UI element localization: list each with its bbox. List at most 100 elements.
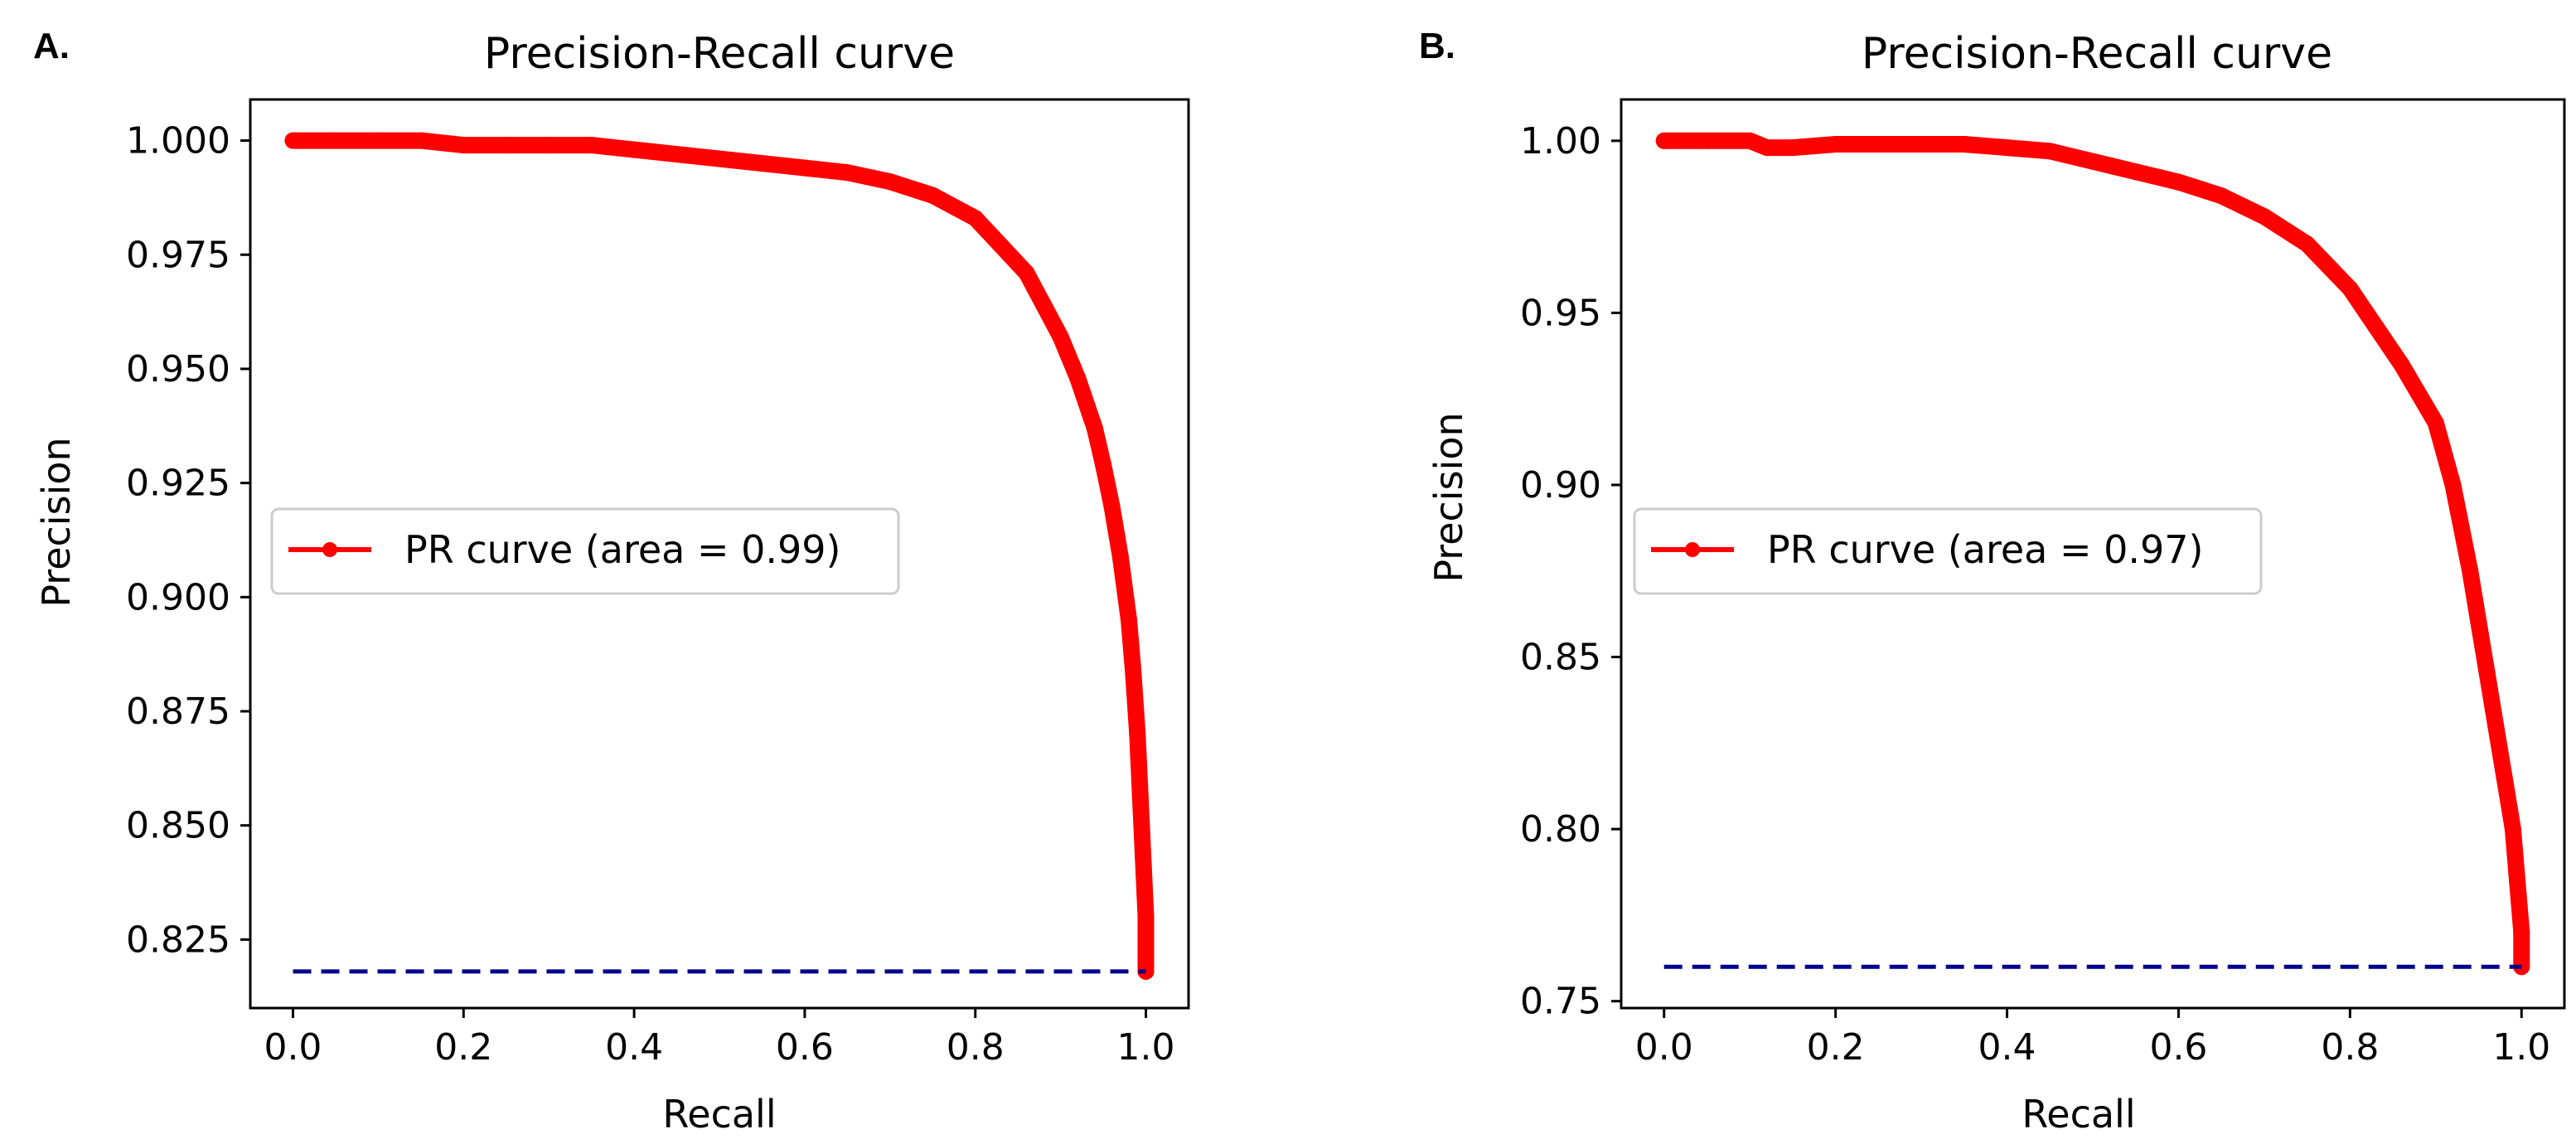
panel-b-marks — [1655, 132, 2530, 976]
panel-a-x-tick-label: 1.0 — [1117, 1026, 1175, 1069]
panel-b-pr-curve-point — [1913, 135, 1930, 153]
panel-a-legend: PR curve (area = 0.99) — [270, 507, 900, 595]
panel-b-pr-curve-point — [1758, 139, 1775, 157]
panel-b-pr-curve-point — [2487, 717, 2505, 734]
panel-b-pr-curve-point — [2462, 562, 2479, 579]
panel-b-x-tick-label: 0.2 — [1807, 1026, 1865, 1069]
panel-a-y-tick-label: 0.850 — [126, 805, 230, 847]
panel-b-pr-curve-point — [2496, 768, 2513, 786]
panel-a-x-tick-label: 0.8 — [947, 1026, 1005, 1069]
panel-a-pr-curve-point — [412, 132, 429, 149]
panel-a-pr-curve-point — [1111, 547, 1129, 565]
panel-b-plot-area: 0.0 0.2 0.4 0.6 0.8 1.0 0.75 0.80 0.85 0.90 0.95 1.… — [1520, 98, 2566, 1069]
panel-b-pr-curve-point — [2298, 235, 2316, 253]
panel-a-pr-curve-point — [1133, 817, 1150, 834]
panel-b-pr-curve-point — [2509, 872, 2526, 890]
panel-a-x-tick-label: 0.4 — [605, 1026, 663, 1069]
panel-a-x-tick-label: 0.6 — [776, 1026, 834, 1069]
panel-a-pr-curve-point — [1137, 962, 1155, 980]
panel-a-x-axis-label: Recall — [662, 1092, 776, 1137]
panel-a-pr-curve-point — [626, 141, 643, 158]
panel-a-pr-curve-point — [1069, 369, 1087, 386]
panel-b-y-tick-label: 0.75 — [1520, 981, 1601, 1023]
panel-a-legend-label: PR curve (area = 0.99) — [404, 527, 841, 572]
panel-b-pr-curve-point — [1955, 135, 1973, 153]
panel-b-x-tick-label: 1.0 — [2492, 1026, 2550, 1069]
panel-b-pr-curve-point — [2504, 821, 2521, 838]
panel-a-pr-curve-point — [1086, 419, 1103, 437]
panel-b-pr-curve-point — [1655, 132, 1673, 149]
panel-a-pr-curve-point — [796, 159, 813, 177]
panel-a-pr-curve-point — [753, 155, 771, 172]
panel-b-x-tick-label: 0.8 — [2321, 1026, 2379, 1069]
panel-b-pr-curve-point — [2127, 163, 2144, 181]
panel-a-pr-curve-point — [1103, 497, 1121, 515]
panel-a-pr-curve-point — [711, 150, 728, 167]
panel-a-pr-curve-point — [370, 132, 387, 149]
panel-b-pr-curve-point — [1698, 132, 1716, 149]
panel-b-pr-curve-point — [1784, 139, 1801, 157]
panel-b-title: Precision-Recall curve — [1862, 29, 2332, 79]
panel-b-pr-curve-point — [2427, 414, 2444, 432]
panel-a-plot-area: 0.0 0.2 0.4 0.6 0.8 1.0 0.825 0.850 0.875 0.900 0.… — [126, 98, 1190, 1069]
panel-a-pr-curve-point — [1052, 328, 1069, 346]
panel-a-pr-curve-point — [497, 137, 515, 154]
panel-a-x-tick-label: 0.2 — [434, 1026, 492, 1069]
panel-a-y-tick-label: 1.000 — [126, 120, 230, 162]
panel-b-y-axis-label: Precision — [1426, 412, 1471, 582]
panel-a-pr-curve-point — [881, 173, 898, 191]
panel-a-pr-curve-point — [992, 237, 1010, 254]
panel-b-pr-curve-point — [2478, 666, 2496, 683]
panel-b-x-axis-label: Recall — [2022, 1092, 2135, 1137]
panel-a-pr-curve-point — [966, 210, 984, 227]
panel-a-pr-curve-point — [455, 137, 472, 154]
panel-a-pr-curve-point — [284, 132, 302, 149]
panel-b-pr-curve-point — [2170, 173, 2187, 191]
panel-a-pr-curve-point — [924, 187, 942, 204]
panel-a-pr-curve-point — [540, 137, 558, 154]
panel-b-pr-curve-point — [1827, 135, 1844, 153]
panel-b-pr-curve-point — [1998, 139, 2016, 157]
panel-a-y-tick-label: 0.900 — [126, 576, 230, 618]
panel-b-pr-curve-point — [2444, 476, 2462, 493]
panel-b-letter: B. — [1419, 26, 1455, 66]
panel-a: A. Precision-Recall curve 0.0 0.2 0.4 0.6 0.… — [33, 26, 1190, 1137]
panel-b-pr-curve-point — [2255, 208, 2273, 225]
panel-a-pr-curve-point — [1095, 456, 1112, 473]
panel-a-y-tick-label: 0.950 — [126, 348, 230, 390]
panel-b-legend-marker — [1685, 542, 1700, 557]
panel-a-pr-curve-point — [583, 137, 600, 154]
panel-b-y-tick-label: 0.90 — [1520, 464, 1601, 507]
panel-b-pr-curve-point — [2470, 614, 2487, 632]
panel-b-pr-curve-point — [2341, 280, 2359, 298]
panel-a-marks — [284, 132, 1155, 980]
panel-a-legend-marker — [322, 542, 337, 557]
panel-a-pr-curve-point — [327, 132, 344, 149]
panel-a-pr-curve-point — [1137, 908, 1155, 925]
panel-a-pr-curve-point — [1018, 264, 1035, 282]
panel-a-y-tick-label: 0.825 — [126, 919, 230, 961]
panel-b-x-tick-label: 0.6 — [2149, 1026, 2207, 1069]
panel-b-pr-curve-point — [2041, 143, 2059, 160]
panel-a-letter: A. — [33, 26, 70, 66]
panel-b-pr-curve-point — [1741, 132, 1759, 149]
panel-a-pr-curve-point — [1035, 296, 1053, 313]
panel-b-x-tick-label: 0.4 — [1978, 1026, 2036, 1069]
panel-a-pr-curve-point — [668, 146, 685, 163]
panel-b-pr-curve-point — [2213, 187, 2230, 205]
panel-b-y-tick-label: 0.80 — [1520, 808, 1601, 851]
panel-b-pr-curve-point — [2393, 356, 2410, 373]
panel-a-title: Precision-Recall curve — [484, 29, 955, 79]
panel-b-legend-label: PR curve (area = 0.97) — [1767, 527, 2204, 572]
panel-b-y-tick-label: 1.00 — [1520, 120, 1601, 162]
panel-a-pr-curve-point — [1120, 611, 1137, 628]
panel-b-pr-curve-point — [2513, 923, 2530, 941]
panel-b-y-tick-label: 0.85 — [1520, 637, 1601, 679]
panel-a-pr-curve-point — [839, 164, 856, 182]
panel-b-legend: PR curve (area = 0.97) — [1633, 507, 2263, 595]
panel-a-legend-frame — [270, 507, 900, 595]
panel-a-ticks: 0.0 0.2 0.4 0.6 0.8 1.0 0.825 0.850 0.875 0.900 0.… — [126, 120, 1175, 1069]
panel-b-x-tick-label: 0.0 — [1635, 1026, 1693, 1069]
panel-b-legend-frame — [1633, 507, 2263, 595]
